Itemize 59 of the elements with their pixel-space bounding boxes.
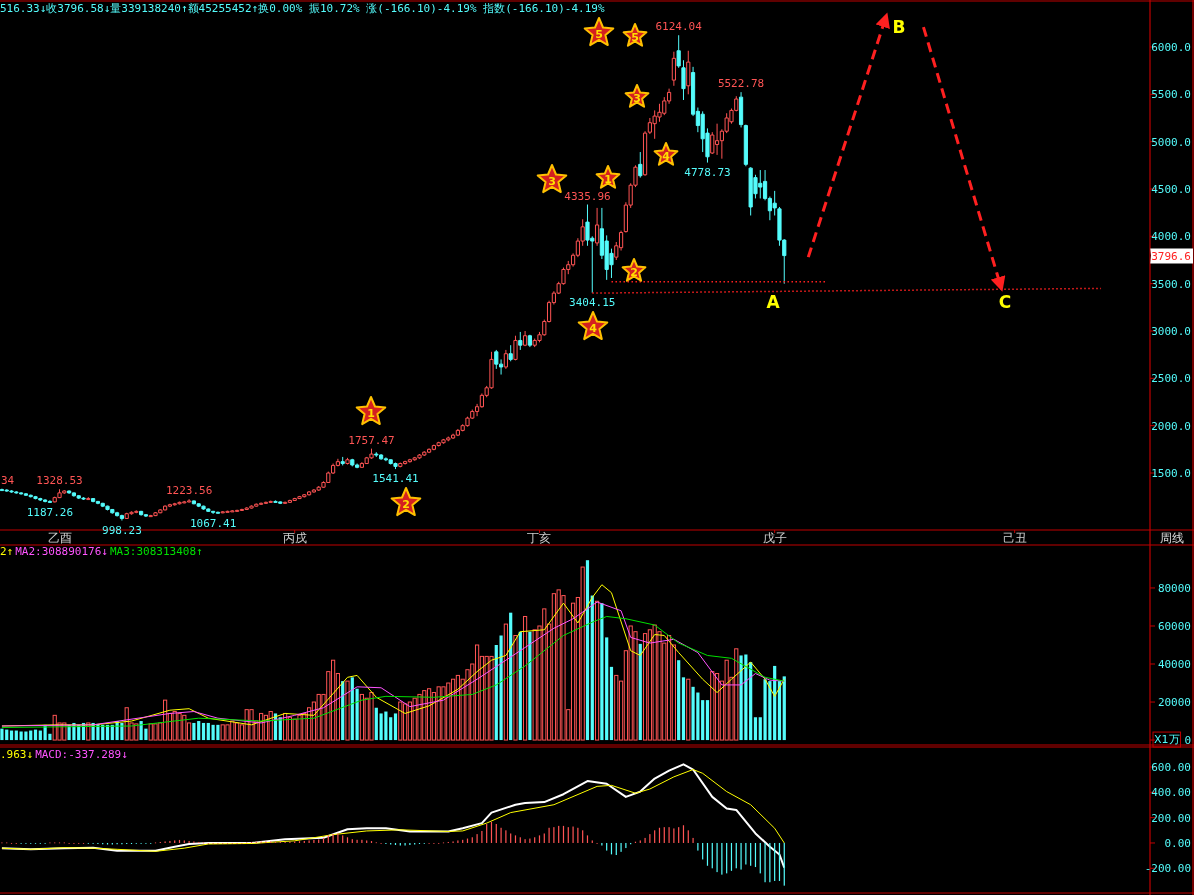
y-tick-label: 4500.0 bbox=[1151, 182, 1191, 196]
text: MA3:308313408↑ bbox=[109, 545, 203, 558]
y-tick-label: 1500.0 bbox=[1151, 467, 1191, 481]
y-tick-label: 6000.0 bbox=[1151, 40, 1191, 54]
annotation: 4 bbox=[589, 321, 598, 335]
annotation: 3404.15 bbox=[569, 295, 616, 309]
chart-title: 516.33↓收3796.58↓量339138240↑额45255452↑换0.00% 振10.72% 涨(-166.10)-4.19% 指数(-166.10)-4.19% bbox=[0, 2, 605, 15]
y-tick-label: -200.00 bbox=[1144, 862, 1191, 876]
annotation: A bbox=[766, 292, 781, 312]
text: .963↓ bbox=[0, 748, 34, 761]
y-tick-label: 20000 bbox=[1157, 696, 1191, 710]
x-tick-label: 乙酉 bbox=[47, 531, 72, 545]
y-axis-title: X1万 bbox=[1154, 733, 1180, 747]
annotation: 5 bbox=[631, 30, 639, 44]
annotation: 5522.78 bbox=[717, 77, 765, 91]
annotation: MACD:-337.289↓ bbox=[35, 748, 128, 761]
annotation: 4 bbox=[662, 149, 671, 163]
x-tick-label: 丙戌 bbox=[282, 531, 307, 545]
annotation: 1223.56 bbox=[165, 484, 213, 498]
annotation: 5 bbox=[595, 27, 603, 41]
annotation: 2 bbox=[630, 265, 638, 279]
annotation: 1 bbox=[367, 406, 375, 420]
annotation: 3 bbox=[633, 91, 641, 105]
annotation: 4335.96 bbox=[564, 189, 611, 203]
x-tick-label: 丁亥 bbox=[527, 531, 552, 545]
y-tick-label: 5500.0 bbox=[1151, 88, 1191, 102]
y-tick-label: 0 bbox=[1184, 734, 1191, 748]
annotation: 34 bbox=[1, 473, 15, 487]
text: 2↑ bbox=[0, 545, 14, 558]
y-tick-label: 60000 bbox=[1157, 619, 1191, 633]
annotation: 1757.47 bbox=[348, 433, 395, 447]
annotation: 1 bbox=[604, 172, 612, 186]
y-tick-label: 200.00 bbox=[1151, 811, 1191, 825]
x-tick-label: 己丑 bbox=[1002, 531, 1027, 545]
y-tick-label: 2500.0 bbox=[1151, 372, 1191, 386]
y-tick-label: 40000 bbox=[1157, 658, 1191, 672]
y-tick-label: 3500.0 bbox=[1151, 277, 1191, 291]
annotation: C bbox=[998, 292, 1012, 312]
y-tick-label: 2000.0 bbox=[1151, 419, 1191, 433]
annotation: 4778.73 bbox=[684, 165, 731, 179]
y-tick-label: 0.00 bbox=[1164, 836, 1191, 850]
text: MA2:308890176↓ bbox=[15, 545, 108, 558]
annotation: 1067.41 bbox=[189, 516, 237, 530]
x-tick-label: 戊子 bbox=[762, 531, 787, 545]
y-tick-label: 600.00 bbox=[1151, 761, 1191, 774]
y-tick-label: 4000.0 bbox=[1151, 230, 1191, 244]
annotation: 3 bbox=[548, 174, 556, 188]
annotation: B bbox=[892, 17, 906, 37]
annotation: 6124.04 bbox=[655, 20, 703, 34]
annotation: 1541.41 bbox=[372, 472, 419, 486]
annotation: 998.23 bbox=[102, 523, 142, 537]
annotation: 1187.26 bbox=[26, 505, 74, 519]
text: 周线 bbox=[1160, 531, 1184, 545]
annotation: 1328.53 bbox=[36, 474, 83, 488]
annotation: 2 bbox=[402, 497, 410, 511]
y-tick-label: 5000.0 bbox=[1151, 135, 1191, 149]
y-tick-label: 80000 bbox=[1157, 581, 1191, 595]
y-tick-label: 3000.0 bbox=[1151, 324, 1191, 338]
y-tick-label: 400.00 bbox=[1151, 786, 1191, 800]
